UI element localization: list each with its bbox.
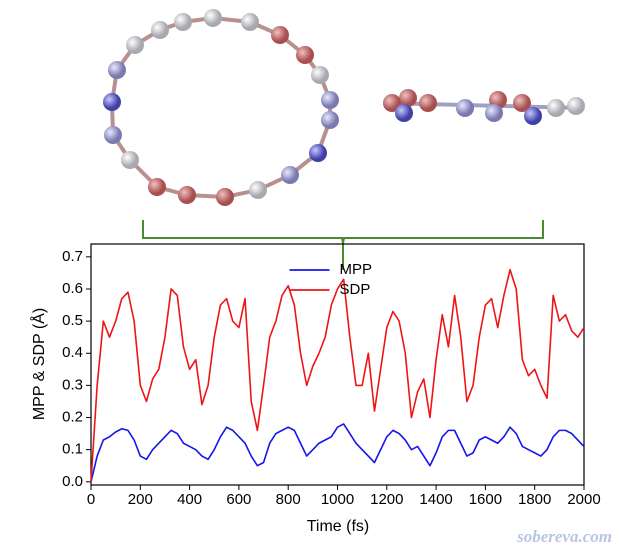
x-tick-label: 200 [128, 491, 153, 508]
y-tick-label: 0.1 [62, 441, 83, 458]
y-tick-label: 0.0 [62, 473, 83, 490]
x-tick-label: 1600 [469, 491, 502, 508]
watermark: sobereva.com [516, 527, 612, 546]
plot: 0 200 400 600 800 1000 1200 1400 1600 1800 2000 0.0… [62, 243, 601, 508]
molecule-ring [103, 9, 339, 206]
legend-label: SDP [340, 281, 371, 298]
y-tick-label: 0.2 [62, 408, 83, 425]
y-tick-label: 0.7 [62, 248, 83, 265]
y-tick-label: 0.5 [62, 312, 83, 329]
legend-label: MPP [340, 261, 373, 278]
plot-frame [90, 243, 585, 486]
series-line [90, 423, 585, 482]
series-line [90, 268, 585, 482]
x-tick-label: 1000 [321, 491, 354, 508]
y-tick-label: 0.3 [62, 376, 83, 393]
x-tick-label: 0 [87, 491, 95, 508]
y-tick-label: 0.6 [62, 280, 83, 297]
x-tick-label: 1800 [518, 491, 551, 508]
x-tick-label: 2000 [567, 491, 600, 508]
molecule-side [383, 89, 585, 125]
x-tick-label: 800 [276, 491, 301, 508]
y-axis-title: MPP & SDP (Å) [29, 308, 48, 420]
y-tick-label: 0.4 [62, 344, 83, 361]
bracket [142, 220, 544, 270]
x-tick-label: 600 [226, 491, 251, 508]
x-axis-title: Time (fs) [307, 518, 370, 535]
x-tick-label: 1200 [370, 491, 403, 508]
x-tick-label: 1400 [419, 491, 452, 508]
x-tick-label: 400 [177, 491, 202, 508]
